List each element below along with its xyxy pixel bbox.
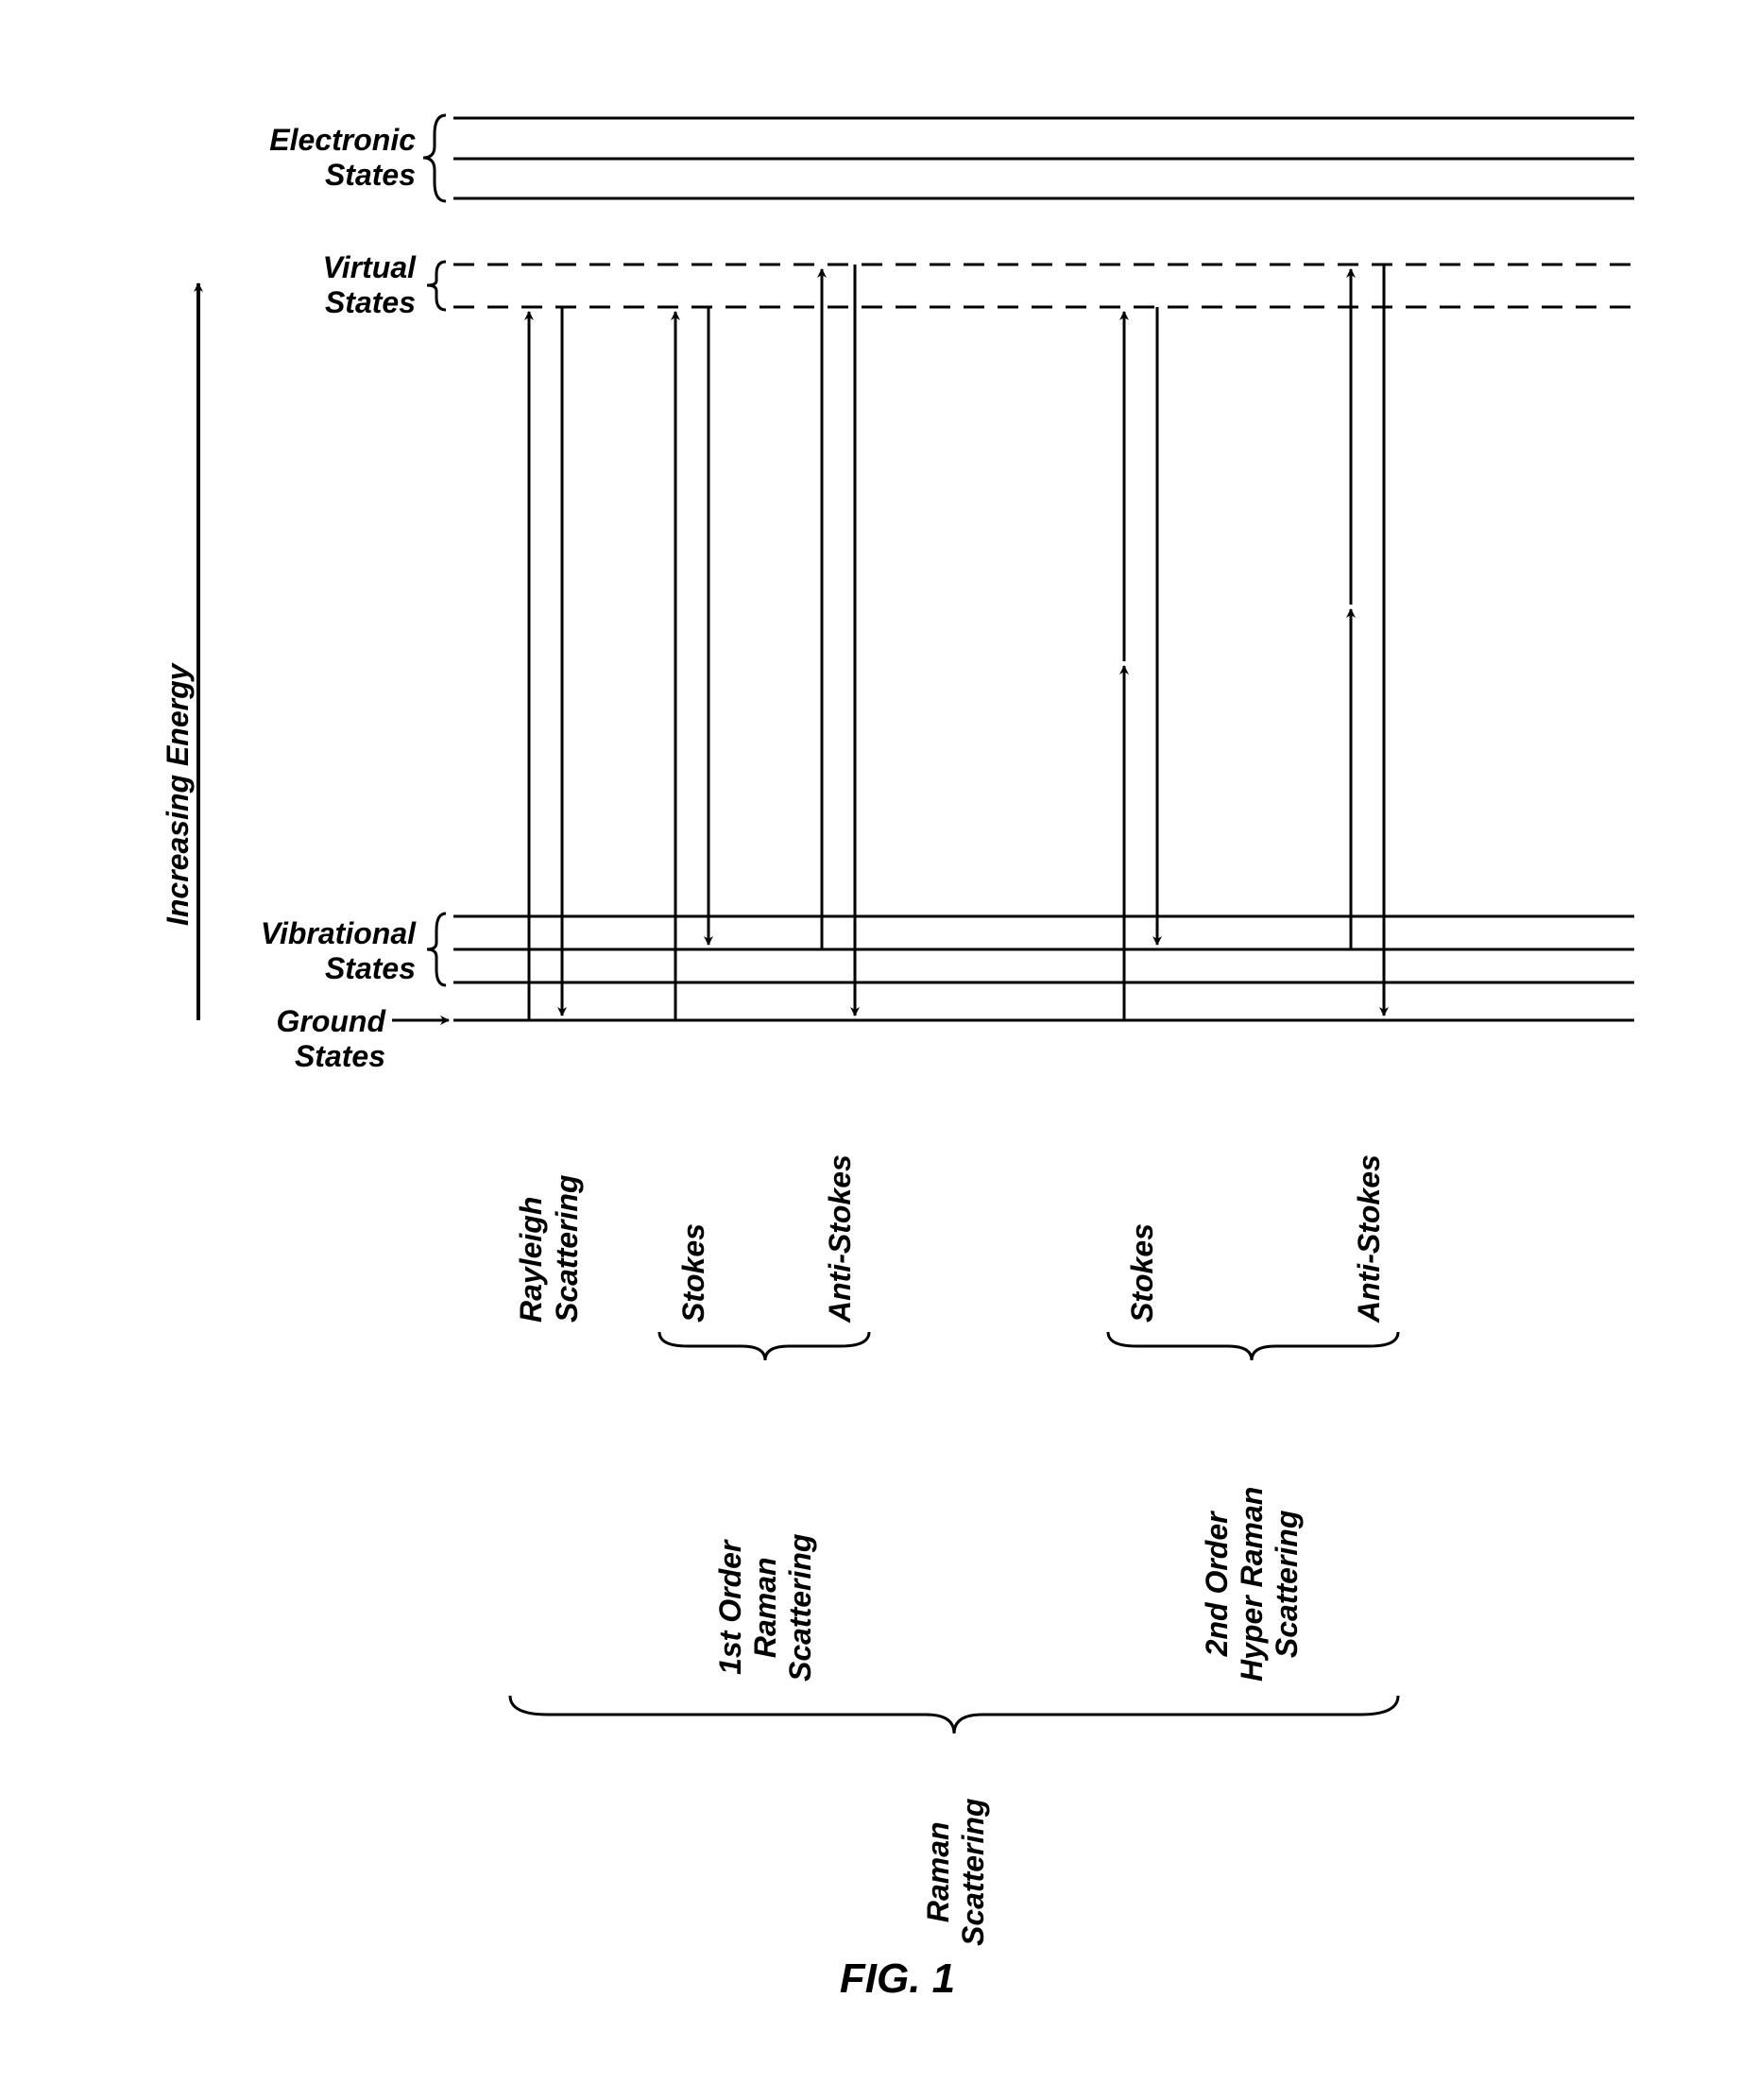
label-electronic-text: Electronic States — [269, 123, 416, 192]
label-raman-overall: Raman Scattering — [921, 1799, 990, 1946]
label-virtual-text: Virtual States — [323, 250, 416, 319]
figure-caption-text: FIG. 1 — [840, 1955, 955, 2002]
label-ground-states: Ground States — [142, 1004, 385, 1074]
label-stokes-2: Stokes — [1125, 1223, 1159, 1323]
brace-electronic — [423, 115, 446, 201]
label-virtual-states: Virtual States — [142, 250, 416, 320]
axis-label-energy: Increasing Energy — [161, 664, 196, 926]
label-second-order: 2nd Order Hyper Raman Scattering — [1200, 1487, 1304, 1682]
label-vibrational-text: Vibrational States — [261, 916, 416, 985]
brace-virtual — [427, 262, 446, 310]
figure-caption: FIG. 1 — [142, 1955, 1653, 2003]
label-first-order: 1st Order Raman Scattering — [713, 1534, 817, 1682]
label-rayleigh: Rayleigh Scattering — [514, 1175, 584, 1323]
brace-raman-overall — [510, 1696, 1398, 1733]
brace-vibrational — [427, 913, 446, 985]
brace-second-order — [1108, 1332, 1398, 1360]
label-ground-text: Ground States — [276, 1004, 385, 1073]
label-vibrational-states: Vibrational States — [142, 916, 416, 986]
brace-first-order — [659, 1332, 869, 1360]
label-electronic-states: Electronic States — [142, 123, 416, 193]
label-antistokes-1: Anti-Stokes — [823, 1154, 857, 1323]
axis-label-text: Increasing Energy — [161, 664, 195, 926]
label-antistokes-2: Anti-Stokes — [1352, 1154, 1386, 1323]
label-stokes-1: Stokes — [676, 1223, 710, 1323]
